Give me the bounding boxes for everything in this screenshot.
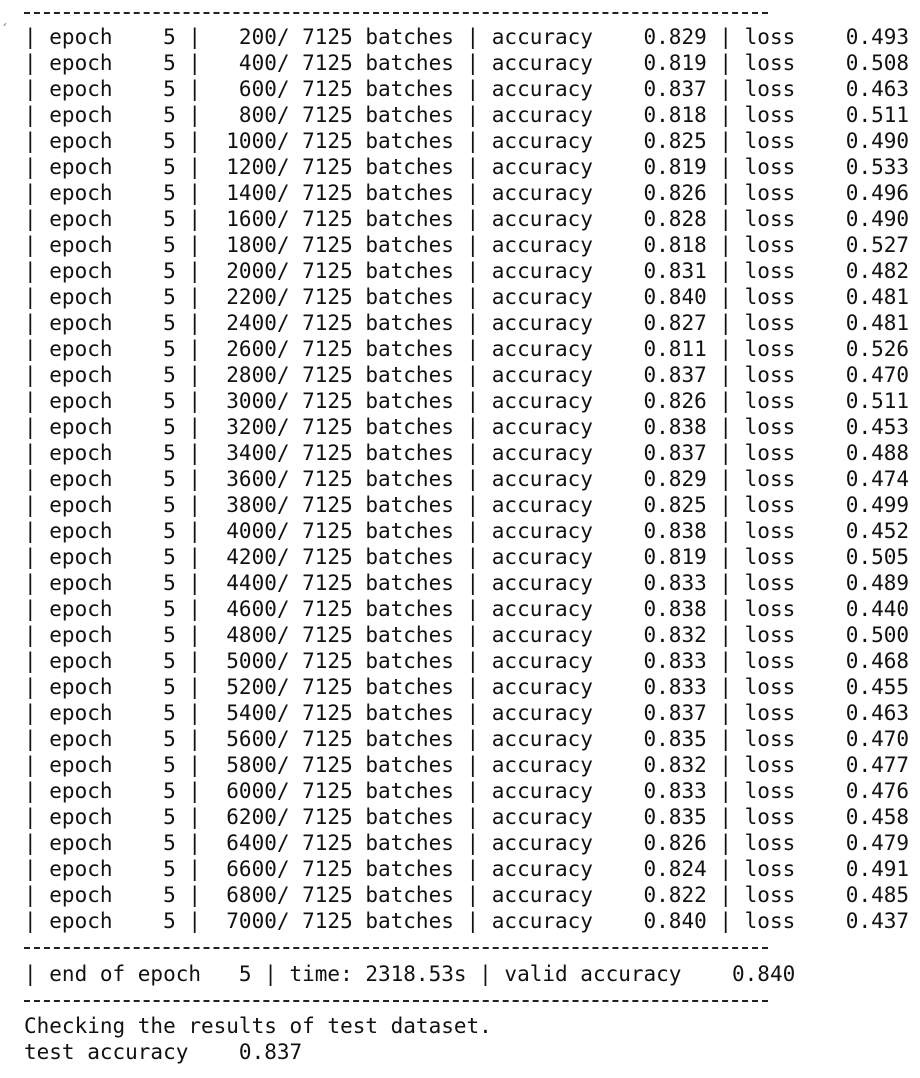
log-row: | epoch 5 | 5600/ 7125 batches | accurac… (24, 727, 910, 751)
log-row: | epoch 5 | 4600/ 7125 batches | accurac… (24, 597, 910, 621)
log-row: | epoch 5 | 1400/ 7125 batches | accurac… (24, 181, 910, 205)
separator-bottom (24, 1000, 768, 1002)
log-row: | epoch 5 | 4400/ 7125 batches | accurac… (24, 571, 910, 595)
separator-top (24, 12, 768, 14)
test-message-line: Checking the results of test dataset. (24, 1014, 492, 1038)
log-row: | epoch 5 | 5000/ 7125 batches | accurac… (24, 649, 910, 673)
log-row: | epoch 5 | 1800/ 7125 batches | accurac… (24, 233, 910, 257)
log-row: | epoch 5 | 2600/ 7125 batches | accurac… (24, 337, 910, 361)
log-row: | epoch 5 | 5800/ 7125 batches | accurac… (24, 753, 910, 777)
log-row: | epoch 5 | 3400/ 7125 batches | accurac… (24, 441, 910, 465)
corner-mark: ´ (0, 23, 9, 39)
test-result-line: test accuracy 0.837 (24, 1040, 303, 1064)
log-row: | epoch 5 | 6400/ 7125 batches | accurac… (24, 831, 910, 855)
log-row: | epoch 5 | 1600/ 7125 batches | accurac… (24, 207, 910, 231)
log-row: | epoch 5 | 6800/ 7125 batches | accurac… (24, 883, 910, 907)
log-row: | epoch 5 | 1200/ 7125 batches | accurac… (24, 155, 910, 179)
log-row: | epoch 5 | 400/ 7125 batches | accuracy… (24, 51, 910, 75)
log-row: | epoch 5 | 4200/ 7125 batches | accurac… (24, 545, 910, 569)
log-row: | epoch 5 | 7000/ 7125 batches | accurac… (24, 909, 910, 933)
log-row: | epoch 5 | 2800/ 7125 batches | accurac… (24, 363, 910, 387)
log-row: | epoch 5 | 2200/ 7125 batches | accurac… (24, 285, 910, 309)
log-row: | epoch 5 | 3600/ 7125 batches | accurac… (24, 467, 910, 491)
log-row: | epoch 5 | 3000/ 7125 batches | accurac… (24, 389, 910, 413)
log-row: | epoch 5 | 3200/ 7125 batches | accurac… (24, 415, 910, 439)
epoch-summary-line: | end of epoch 5 | time: 2318.53s | vali… (24, 962, 796, 986)
log-row: | epoch 5 | 6600/ 7125 batches | accurac… (24, 857, 910, 881)
log-row: | epoch 5 | 3800/ 7125 batches | accurac… (24, 493, 910, 517)
log-row: | epoch 5 | 4800/ 7125 batches | accurac… (24, 623, 910, 647)
log-row: | epoch 5 | 5200/ 7125 batches | accurac… (24, 675, 910, 699)
log-row: | epoch 5 | 200/ 7125 batches | accuracy… (24, 25, 910, 49)
log-row: | epoch 5 | 4000/ 7125 batches | accurac… (24, 519, 910, 543)
log-row: | epoch 5 | 2000/ 7125 batches | accurac… (24, 259, 910, 283)
log-row: | epoch 5 | 1000/ 7125 batches | accurac… (24, 129, 910, 153)
log-row: | epoch 5 | 6200/ 7125 batches | accurac… (24, 805, 910, 829)
log-row: | epoch 5 | 5400/ 7125 batches | accurac… (24, 701, 910, 725)
log-row: | epoch 5 | 800/ 7125 batches | accuracy… (24, 103, 910, 127)
separator-middle (24, 947, 768, 949)
log-row: | epoch 5 | 6000/ 7125 batches | accurac… (24, 779, 910, 803)
log-row: | epoch 5 | 2400/ 7125 batches | accurac… (24, 311, 910, 335)
log-row: | epoch 5 | 600/ 7125 batches | accuracy… (24, 77, 910, 101)
